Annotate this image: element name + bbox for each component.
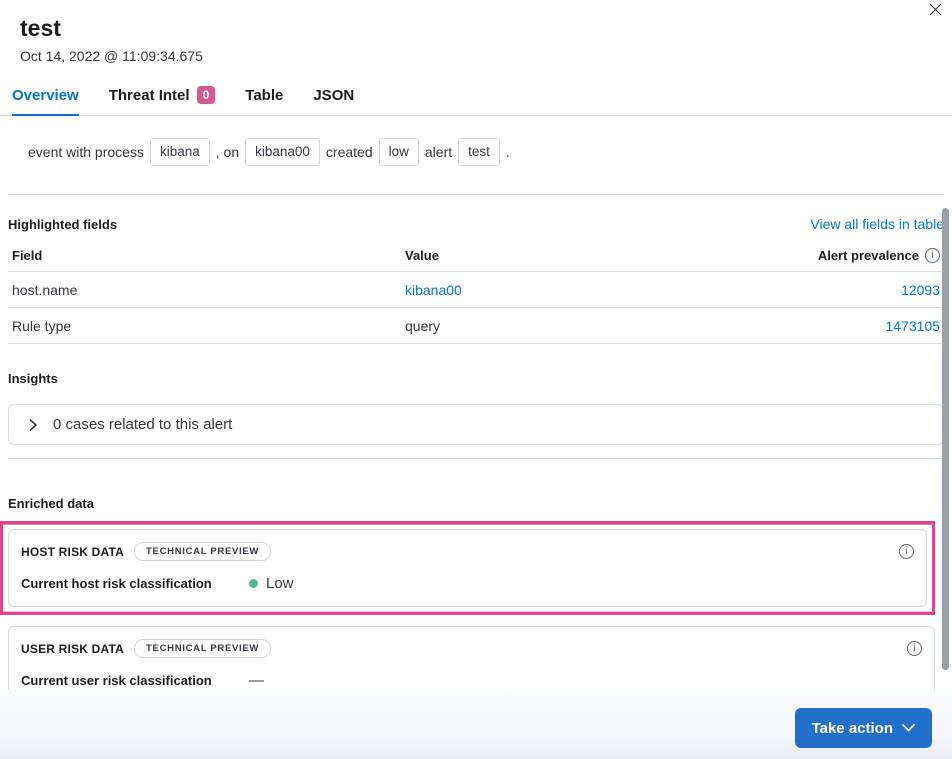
tab-overview-label: Overview xyxy=(12,86,79,104)
field-name: Rule type xyxy=(12,317,72,334)
divider xyxy=(8,458,944,459)
user-risk-classification-value: — xyxy=(249,672,264,689)
enriched-data-title: Enriched data xyxy=(8,496,94,511)
reason-text: . xyxy=(505,144,510,160)
tab-table[interactable]: Table xyxy=(245,80,283,116)
host-risk-panel: HOST RISK DATA TECHNICAL PREVIEW i Curre… xyxy=(8,529,927,607)
flyout-header: test Oct 14, 2022 @ 11:09:34.675 xyxy=(0,0,952,64)
prevalence-value[interactable]: 12093 xyxy=(901,281,940,298)
reason-text: , on xyxy=(215,144,240,160)
close-icon xyxy=(929,3,942,16)
technical-preview-badge: TECHNICAL PREVIEW xyxy=(134,639,272,658)
view-all-fields-link[interactable]: View all fields in table xyxy=(810,216,944,232)
reason-badge-rule[interactable]: test xyxy=(458,138,500,166)
host-risk-highlight-outline: HOST RISK DATA TECHNICAL PREVIEW i Curre… xyxy=(0,521,935,615)
risk-low-dot-icon xyxy=(249,579,258,588)
reason-text: event with process xyxy=(28,144,144,160)
chevron-right-icon xyxy=(26,418,40,432)
tab-json-label: JSON xyxy=(313,86,355,104)
reason-badge-process[interactable]: kibana xyxy=(149,138,210,166)
insights-title: Insights xyxy=(8,371,58,386)
reason-badge-severity[interactable]: low xyxy=(378,138,419,166)
table-header-row: Field Value Alert prevalence i xyxy=(8,240,944,272)
field-value-link[interactable]: kibana00 xyxy=(405,281,462,298)
scrollbar-thumb[interactable] xyxy=(942,208,949,670)
alert-timestamp: Oct 14, 2022 @ 11:09:34.675 xyxy=(20,48,203,64)
user-risk-classification-label: Current user risk classification xyxy=(21,673,212,688)
divider xyxy=(8,194,944,195)
column-prevalence: Alert prevalence i xyxy=(725,248,940,263)
close-button[interactable] xyxy=(923,0,947,21)
tab-overview[interactable]: Overview xyxy=(12,80,79,116)
technical-preview-badge: TECHNICAL PREVIEW xyxy=(134,542,272,561)
column-value: Value xyxy=(405,248,439,263)
host-risk-value-text: Low xyxy=(266,575,294,592)
table-row: host.name kibana00 12093 xyxy=(8,272,944,308)
highlighted-fields-header: Highlighted fields View all fields in ta… xyxy=(8,216,944,232)
take-action-button[interactable]: Take action xyxy=(794,708,932,748)
threat-intel-count-badge: 0 xyxy=(196,86,216,104)
alert-title: test xyxy=(20,15,61,41)
related-cases-accordion[interactable]: 0 cases related to this alert xyxy=(8,404,944,445)
table-row: Rule type query 1473105 xyxy=(8,308,944,344)
info-icon[interactable]: i xyxy=(925,248,940,263)
chevron-down-icon xyxy=(902,724,915,732)
user-risk-title: USER RISK DATA xyxy=(21,641,125,656)
tab-bar: Overview Threat Intel 0 Table JSON xyxy=(0,80,952,116)
reason-text: alert xyxy=(424,144,453,160)
alert-reason: event with process kibana , on kibana00 … xyxy=(28,138,924,166)
tab-threat-intel-label: Threat Intel xyxy=(108,86,190,104)
tab-json[interactable]: JSON xyxy=(313,80,354,116)
flyout-footer: Take action xyxy=(0,690,952,759)
highlighted-fields-title: Highlighted fields xyxy=(8,216,118,232)
host-risk-title: HOST RISK DATA xyxy=(21,544,125,559)
highlighted-fields-table: Field Value Alert prevalence i host.name… xyxy=(8,240,944,344)
reason-text: created xyxy=(325,144,373,160)
info-icon[interactable]: i xyxy=(907,641,922,656)
info-icon[interactable]: i xyxy=(899,544,914,559)
prevalence-value[interactable]: 1473105 xyxy=(885,317,940,334)
related-cases-label: 0 cases related to this alert xyxy=(53,416,233,433)
field-name: host.name xyxy=(12,281,78,298)
field-value: query xyxy=(405,317,441,334)
host-risk-classification-value: Low xyxy=(249,575,294,592)
column-prevalence-label: Alert prevalence xyxy=(817,248,919,263)
tab-threat-intel[interactable]: Threat Intel 0 xyxy=(109,80,216,116)
column-field: Field xyxy=(12,248,43,263)
tab-table-label: Table xyxy=(245,86,284,104)
reason-badge-host[interactable]: kibana00 xyxy=(245,138,320,166)
take-action-label: Take action xyxy=(811,719,893,737)
host-risk-classification-label: Current host risk classification xyxy=(21,576,212,591)
